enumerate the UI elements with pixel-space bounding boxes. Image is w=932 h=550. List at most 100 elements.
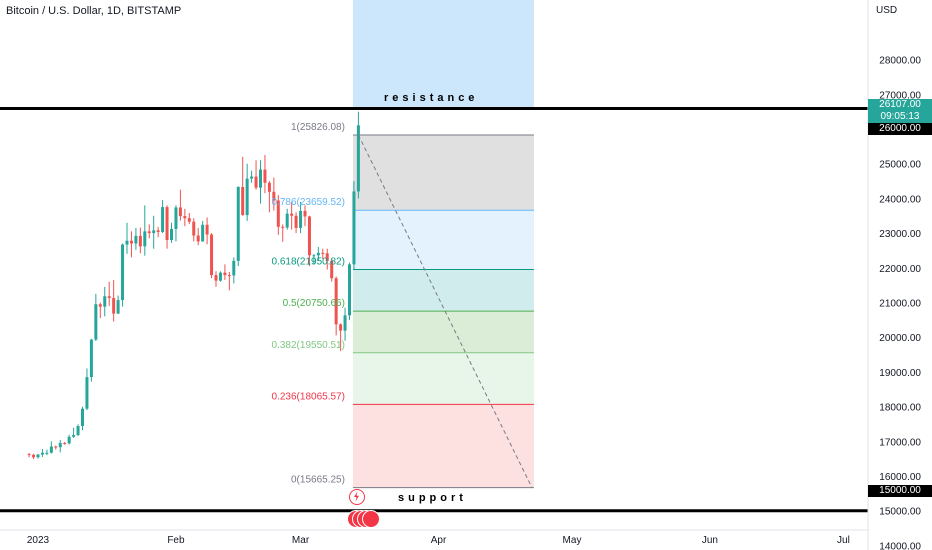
candle-body bbox=[165, 207, 169, 241]
candle-body bbox=[72, 435, 76, 437]
current-price-value: 26107.00 bbox=[879, 99, 921, 110]
candle-body bbox=[259, 169, 262, 188]
y-tick-label: 22000.00 bbox=[879, 264, 921, 275]
fib-zone bbox=[352, 352, 534, 405]
fib-zones bbox=[352, 0, 534, 488]
price-axis[interactable]: 28000.0027000.0026000.0025000.0024000.00… bbox=[867, 0, 921, 550]
x-tick-label: May bbox=[563, 535, 582, 546]
y-tick-label: 24000.00 bbox=[879, 194, 921, 205]
resistance-zone bbox=[352, 0, 534, 107]
y-tick-label: 17000.00 bbox=[879, 437, 921, 448]
candle-body bbox=[205, 224, 209, 235]
candle-body bbox=[170, 228, 173, 241]
candle-body bbox=[103, 296, 107, 307]
fib-label: 1(25826.08) bbox=[291, 122, 345, 133]
y-tick-label: 23000.00 bbox=[879, 229, 921, 240]
bar-countdown: 09:05:13 bbox=[880, 111, 920, 122]
candle-body bbox=[116, 300, 120, 314]
y-tick-label: 25000.00 bbox=[879, 160, 921, 171]
candle-body bbox=[339, 324, 343, 331]
candle-body bbox=[143, 231, 147, 247]
x-tick-label: Jul bbox=[837, 535, 850, 546]
candle-body bbox=[98, 304, 102, 307]
horizontal-lines bbox=[0, 107, 868, 513]
y-tick-label: 21000.00 bbox=[879, 299, 921, 310]
y-tick-label: 18000.00 bbox=[879, 403, 921, 414]
candle-body bbox=[356, 125, 360, 192]
candle-body bbox=[147, 231, 151, 234]
candle-body bbox=[187, 218, 191, 222]
candle-body bbox=[40, 452, 44, 455]
us-flag-icon[interactable] bbox=[362, 510, 380, 528]
candle-body bbox=[107, 296, 111, 298]
x-tick-label: 2023 bbox=[27, 535, 50, 546]
event-markers[interactable] bbox=[347, 489, 383, 529]
candle-body bbox=[236, 186, 240, 261]
x-tick-label: Jun bbox=[702, 535, 718, 546]
fib-zone bbox=[352, 210, 534, 270]
candle-body bbox=[36, 454, 40, 458]
candle-body bbox=[63, 443, 67, 445]
candle-body bbox=[299, 210, 303, 228]
fib-label: 0.382(19550.51) bbox=[272, 340, 345, 351]
lightning-icon bbox=[354, 491, 359, 502]
dividend-event-icon[interactable] bbox=[349, 489, 365, 505]
candle-body bbox=[192, 221, 196, 236]
y-tick-label: 16000.00 bbox=[879, 472, 921, 483]
candle-body bbox=[343, 315, 347, 331]
candle-body bbox=[27, 454, 31, 456]
candle-body bbox=[227, 275, 231, 277]
candle-body bbox=[81, 408, 84, 427]
fib-label: 0.786(23659.52) bbox=[272, 197, 345, 208]
x-tick-label: Feb bbox=[167, 535, 185, 546]
resistance-label: resistance bbox=[384, 92, 479, 104]
currency-label: USD bbox=[876, 5, 898, 16]
resistance-price-tag: 26000.00 bbox=[868, 123, 932, 135]
candle-body bbox=[276, 200, 280, 227]
y-tick-label: 28000.00 bbox=[879, 56, 921, 67]
fib-zone bbox=[352, 135, 534, 211]
candle-body bbox=[214, 275, 218, 281]
candle-body bbox=[267, 182, 271, 192]
x-tick-label: Mar bbox=[292, 535, 310, 546]
candle-body bbox=[32, 454, 36, 458]
candle-body bbox=[245, 178, 249, 216]
candle-body bbox=[325, 253, 329, 261]
fib-label: 0.5(20750.66) bbox=[283, 298, 345, 309]
candle-body bbox=[210, 234, 214, 276]
trend-line bbox=[357, 134, 533, 488]
fib-zone bbox=[352, 404, 534, 488]
trend-line-group bbox=[357, 134, 533, 488]
candle-body bbox=[330, 260, 334, 279]
y-tick-label: 27000.00 bbox=[879, 90, 921, 101]
time-axis[interactable]: 2023 Feb Mar Apr May Jun Jul bbox=[0, 529, 868, 546]
candle-body bbox=[196, 235, 200, 242]
support-label: support bbox=[398, 492, 467, 504]
candle-body bbox=[156, 230, 160, 233]
candle-body bbox=[218, 272, 222, 281]
fib-label: 0.236(18065.57) bbox=[272, 391, 345, 402]
candle-body bbox=[290, 213, 294, 216]
candle-body bbox=[49, 446, 53, 453]
candle-body bbox=[58, 443, 62, 448]
candle-body bbox=[281, 226, 285, 228]
candle-body bbox=[45, 452, 49, 454]
candle-body bbox=[152, 230, 156, 234]
candle-body bbox=[254, 176, 258, 188]
candle-body bbox=[307, 216, 311, 256]
fib-zone bbox=[352, 269, 534, 312]
x-tick-label: Apr bbox=[431, 535, 447, 546]
candle-body bbox=[285, 213, 289, 228]
candle-body bbox=[89, 339, 93, 378]
candle-body bbox=[85, 377, 89, 409]
y-tick-label: 20000.00 bbox=[879, 333, 921, 344]
candle-body bbox=[263, 169, 267, 183]
candle-body bbox=[272, 191, 276, 201]
candle-body bbox=[112, 297, 116, 314]
candle-body bbox=[321, 252, 325, 254]
fib-label: 0(15665.25) bbox=[291, 475, 345, 486]
candle-body bbox=[334, 278, 338, 325]
support-price-tag: 15000.00 bbox=[868, 485, 932, 497]
